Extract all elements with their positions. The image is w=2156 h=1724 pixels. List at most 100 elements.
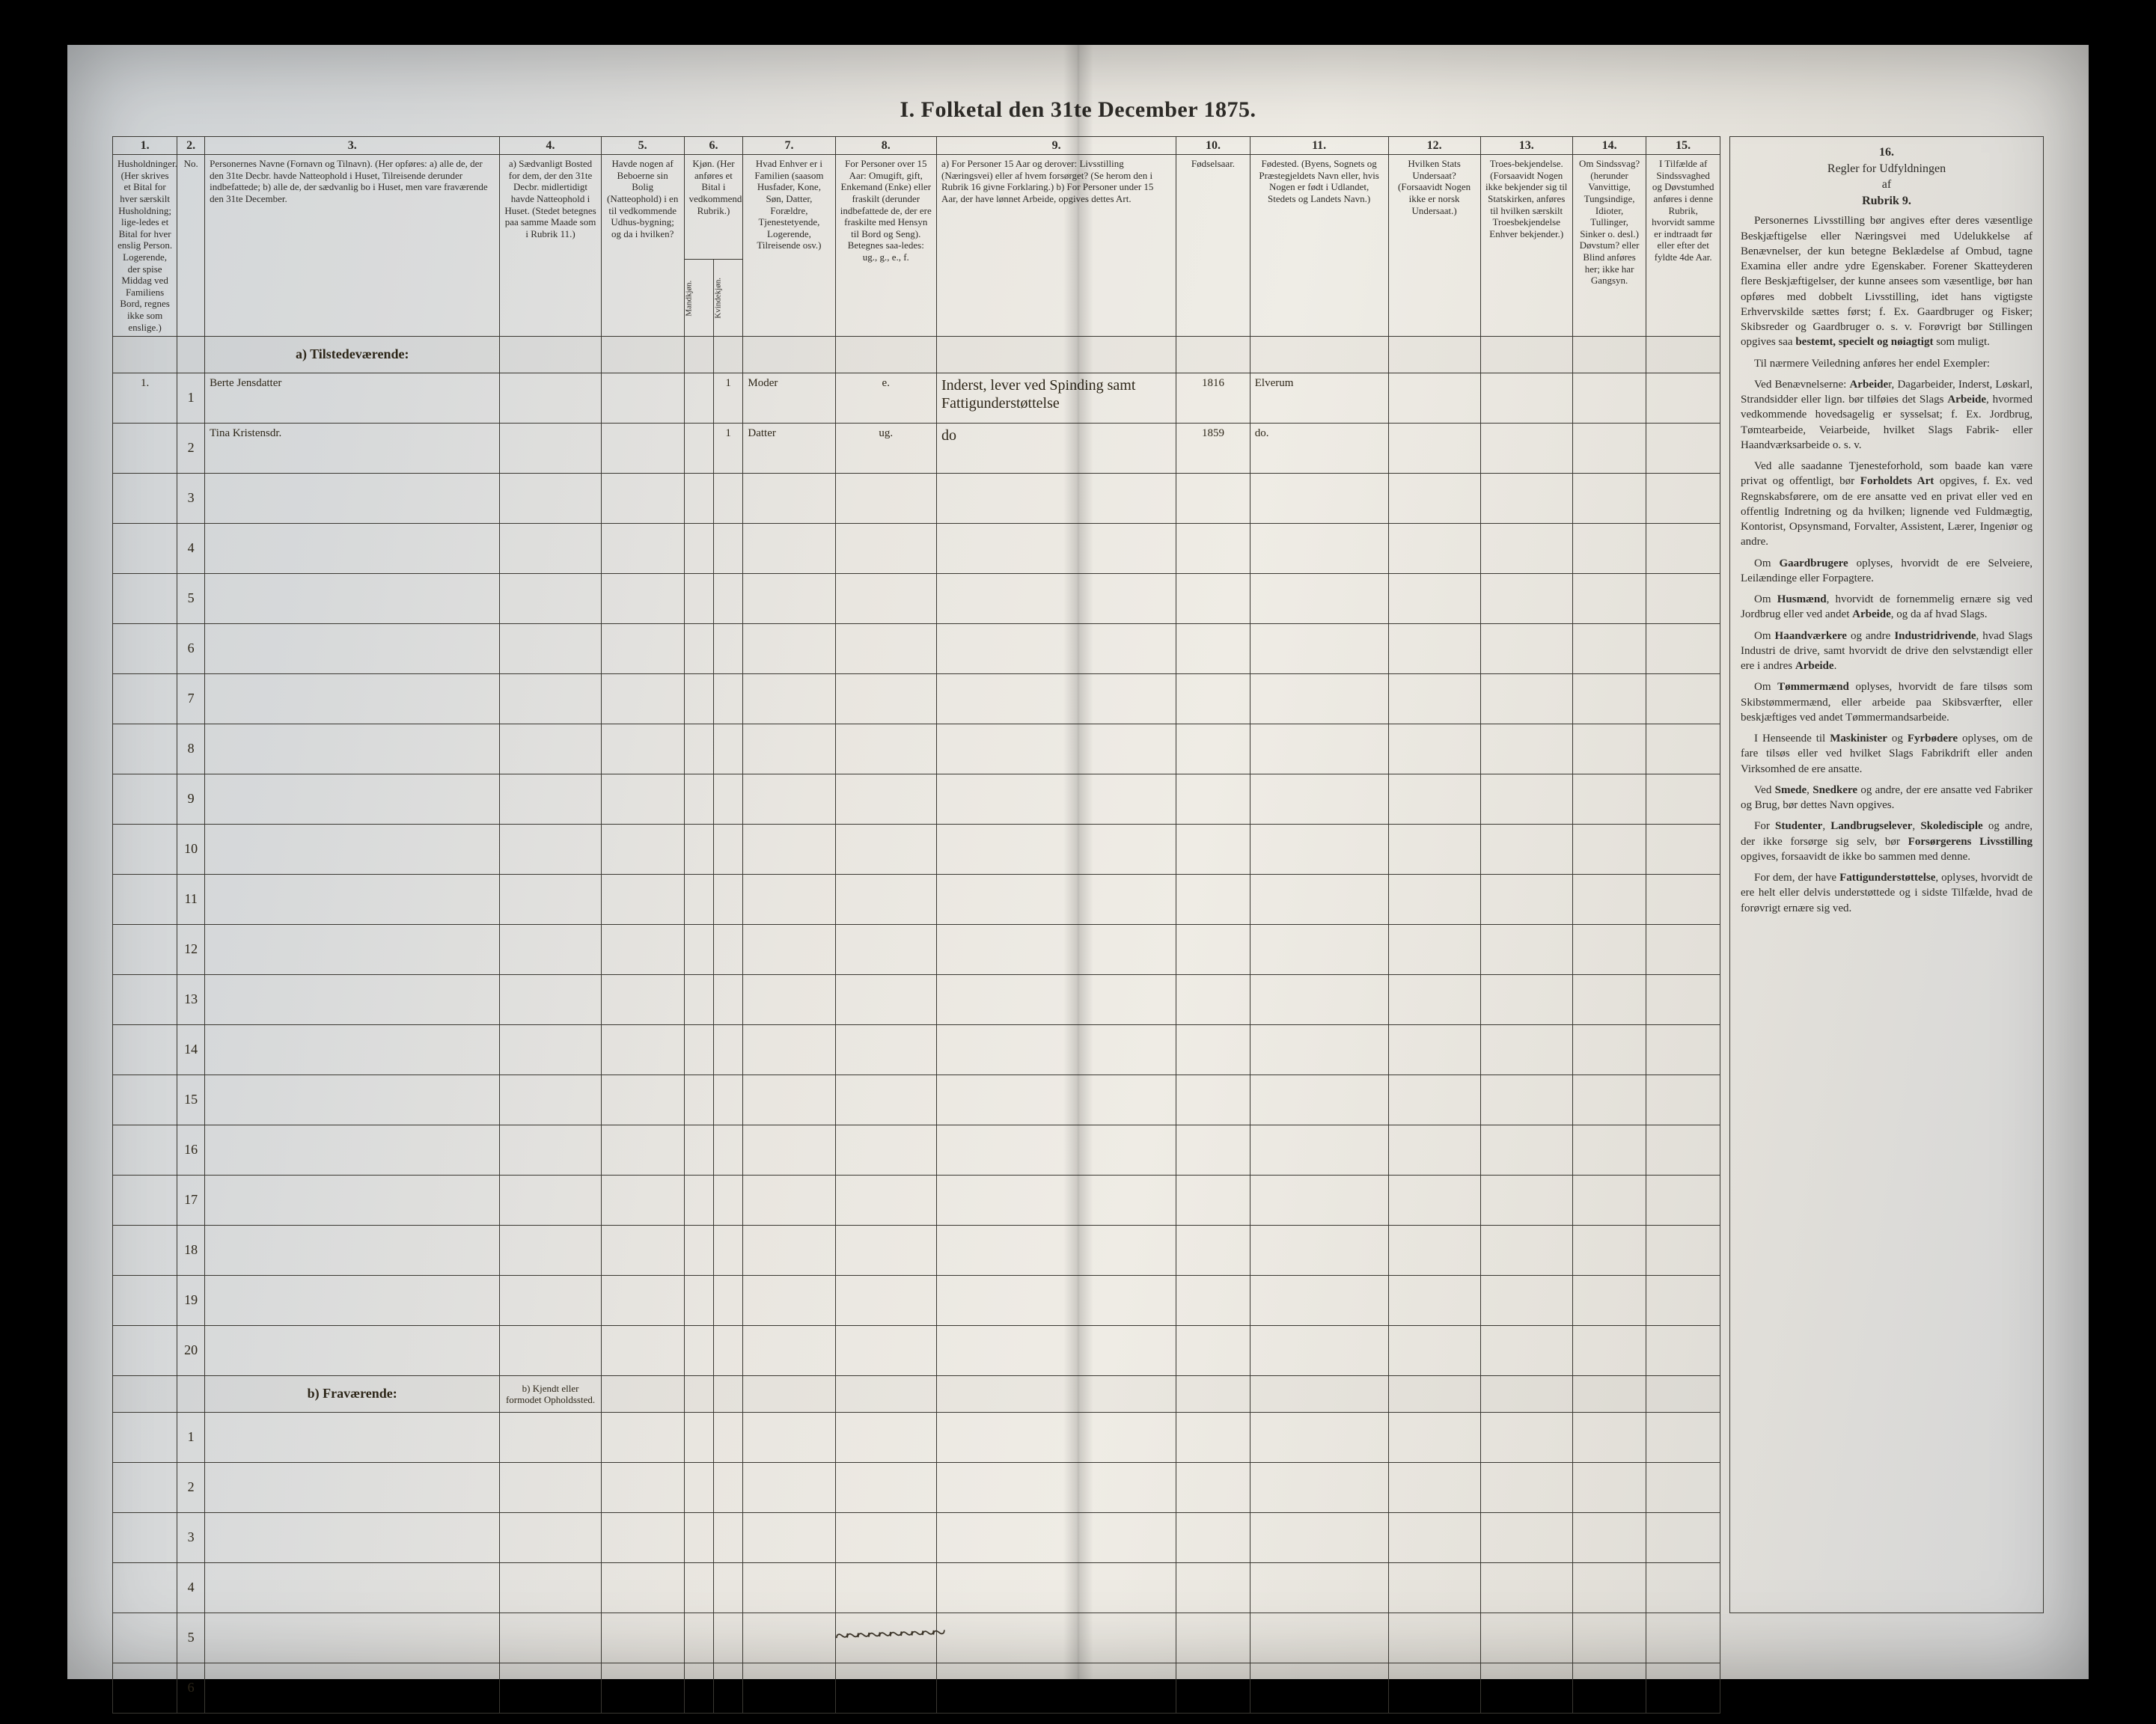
male-cell xyxy=(684,1176,713,1226)
rules-paragraph: Ved alle saadanne Tjenesteforhold, som b… xyxy=(1741,459,2033,550)
row-number: 18 xyxy=(177,1226,205,1276)
cell xyxy=(1572,1025,1646,1075)
row-number: 5 xyxy=(177,574,205,624)
table-row: 6 xyxy=(113,624,1720,674)
name-cell xyxy=(205,624,500,674)
cell xyxy=(1388,1176,1480,1226)
male-cell xyxy=(684,1226,713,1276)
row-number: 9 xyxy=(177,774,205,825)
cell xyxy=(500,474,601,524)
cell xyxy=(1646,574,1720,624)
female-cell xyxy=(713,774,742,825)
row-number: 2 xyxy=(177,424,205,474)
cell xyxy=(601,1125,684,1176)
family-cell xyxy=(743,624,835,674)
cell xyxy=(1250,1376,1388,1413)
cell xyxy=(1480,1176,1572,1226)
family-cell xyxy=(743,574,835,624)
female-cell xyxy=(713,1326,742,1376)
cell xyxy=(601,1376,684,1413)
rules-heading: 16. Regler for Udfyldningen af Rubrik 9. xyxy=(1741,144,2033,209)
table-head: 1. 2. 3. 4. 5. 6. 7. 8. 9. 10. 11. 12. xyxy=(113,137,1720,337)
row-number: 14 xyxy=(177,1025,205,1075)
cell xyxy=(1250,1463,1388,1513)
cell xyxy=(1572,925,1646,975)
name-cell xyxy=(205,1513,500,1563)
name-cell xyxy=(205,925,500,975)
rules-paragraph: Om Tømmermænd oplyses, hvorvidt de fare … xyxy=(1741,679,2033,725)
header-male: Mandkjøn. xyxy=(684,260,713,337)
cell xyxy=(1646,474,1720,524)
marital-cell xyxy=(835,574,936,624)
year-cell xyxy=(1176,1326,1250,1376)
table-row: 16 xyxy=(113,1125,1720,1176)
rules-paragraph: Om Haandværkere og andre Industridrivend… xyxy=(1741,629,2033,674)
name-cell xyxy=(205,1025,500,1075)
cell xyxy=(1388,925,1480,975)
marital-cell xyxy=(835,724,936,774)
cell xyxy=(500,574,601,624)
cell xyxy=(601,875,684,925)
rules-colnum: 16. xyxy=(1741,144,2033,161)
cell xyxy=(1480,1226,1572,1276)
place-cell xyxy=(1250,724,1388,774)
cell xyxy=(1572,1413,1646,1463)
cell xyxy=(1388,574,1480,624)
cell xyxy=(500,1075,601,1125)
colnum: 6. xyxy=(684,137,743,155)
cell xyxy=(684,1513,713,1563)
marital-cell xyxy=(835,624,936,674)
cell xyxy=(500,1563,601,1613)
cell xyxy=(1480,1125,1572,1176)
cell xyxy=(1646,1226,1720,1276)
marital-cell xyxy=(835,1326,936,1376)
colnum: 7. xyxy=(743,137,835,155)
cell xyxy=(601,574,684,624)
cell xyxy=(113,674,177,724)
occupation-cell xyxy=(937,724,1176,774)
cell xyxy=(1572,724,1646,774)
row-number: 19 xyxy=(177,1276,205,1326)
marital-cell xyxy=(835,1226,936,1276)
rules-paragraph: Personernes Livsstilling bør angives eft… xyxy=(1741,213,2033,349)
row-number: 15 xyxy=(177,1075,205,1125)
row-number: 16 xyxy=(177,1125,205,1176)
cell xyxy=(500,1176,601,1226)
cell xyxy=(1646,975,1720,1025)
cell xyxy=(1250,1513,1388,1563)
cell xyxy=(113,1563,177,1613)
cell xyxy=(500,1613,601,1663)
year-cell xyxy=(1176,524,1250,574)
cell xyxy=(1572,1276,1646,1326)
cell xyxy=(601,1176,684,1226)
cell xyxy=(1388,724,1480,774)
table-row: 15 xyxy=(113,1075,1720,1125)
year-cell xyxy=(1176,724,1250,774)
rules-heading-line2: af xyxy=(1741,177,2033,193)
header-outbuilding: Havde nogen af Beboerne sin Bolig (Natte… xyxy=(601,155,684,337)
name-cell xyxy=(205,474,500,524)
cell xyxy=(113,574,177,624)
place-cell xyxy=(1250,574,1388,624)
row-number: 10 xyxy=(177,825,205,875)
cell xyxy=(1646,1125,1720,1176)
female-cell xyxy=(713,1176,742,1226)
section-a-row: a) Tilstedeværende: xyxy=(113,337,1720,373)
cell xyxy=(1572,975,1646,1025)
table-row: 2Tina Kristensdr.1Datterug.do1859do. xyxy=(113,424,1720,474)
cell xyxy=(1646,1176,1720,1226)
cell xyxy=(1480,925,1572,975)
cell xyxy=(1480,1663,1572,1714)
name-cell xyxy=(205,1326,500,1376)
cell xyxy=(1646,724,1720,774)
male-cell xyxy=(684,674,713,724)
cell xyxy=(1176,1513,1250,1563)
cell xyxy=(1388,1663,1480,1714)
cell xyxy=(1480,1613,1572,1663)
cell xyxy=(113,424,177,474)
cell xyxy=(713,1463,742,1513)
marital-cell xyxy=(835,925,936,975)
row-number: 1 xyxy=(177,1413,205,1463)
place-cell xyxy=(1250,1326,1388,1376)
header-family-role: Hvad Enhver er i Familien (saasom Husfad… xyxy=(743,155,835,337)
